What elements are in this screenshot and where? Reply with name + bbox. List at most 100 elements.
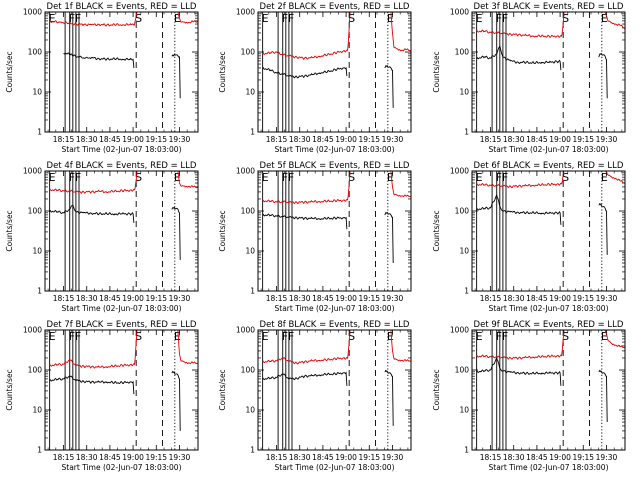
series-group — [49, 330, 198, 431]
interval-marker-label: F — [69, 330, 75, 343]
x-tick-label: 18:15 — [53, 453, 75, 462]
interval-marker-label: F — [69, 12, 75, 25]
x-tick-label: 18:30 — [503, 135, 525, 144]
plot-frame — [44, 170, 199, 292]
interval-marker-label: E — [174, 171, 181, 184]
x-tick-label: 19:30 — [169, 135, 191, 144]
x-tick-label: 18:15 — [53, 294, 75, 303]
x-tick-label: 19:15 — [358, 135, 380, 144]
y-axis-label: Counts/sec — [218, 210, 227, 251]
events-series-line — [384, 64, 394, 108]
plot-frame — [471, 329, 626, 451]
x-tick-label: 18:30 — [76, 294, 98, 303]
y-tick-label: 10 — [32, 247, 42, 256]
x-tick-label: 19:15 — [358, 294, 380, 303]
plot-frame — [471, 11, 626, 133]
x-tick-label: 19:30 — [382, 294, 404, 303]
y-tick-label: 1 — [37, 128, 42, 137]
x-tick-label: 19:00 — [549, 135, 571, 144]
y-tick-label: 1 — [250, 287, 255, 296]
lld-series-line — [476, 12, 565, 38]
detector-panel-2: Det 2f BLACK = Events, RED = LLD Counts/s… — [218, 2, 412, 154]
y-tick-label: 100 — [241, 366, 256, 375]
lld-series-line — [177, 171, 198, 189]
plot-frame — [257, 170, 412, 292]
x-tick-label: 18:15 — [480, 453, 502, 462]
detector-panel-9: Det 9f BLACK = Events, RED = LLD Counts/s… — [432, 320, 626, 472]
x-tick-label: 18:15 — [480, 294, 502, 303]
interval-marker-label: E — [262, 330, 269, 343]
interval-marker-label: S — [562, 12, 569, 25]
interval-marker-label: E — [387, 330, 394, 343]
x-tick-label: 19:15 — [145, 453, 167, 462]
interval-marker-label: E — [387, 12, 394, 25]
x-tick-label: 19:00 — [335, 135, 357, 144]
interval-marker-label: F — [502, 171, 508, 184]
interval-marker-label: E — [49, 12, 56, 25]
interval-marker-label: E — [601, 171, 608, 184]
y-tick-label: 10 — [245, 88, 255, 97]
interval-marker-label: E — [476, 12, 483, 25]
interval-marker-label: E — [262, 12, 269, 25]
events-series-line — [476, 356, 562, 386]
lld-series-line — [262, 12, 351, 61]
panel-title: Det 7f BLACK = Events, RED = LLD — [47, 320, 197, 330]
events-series-line — [49, 204, 135, 224]
interval-marker-label: S — [348, 12, 355, 25]
x-tick-label: 19:00 — [122, 453, 144, 462]
x-tick-label: 18:15 — [53, 135, 75, 144]
lld-series-line — [177, 330, 198, 365]
y-tick-label: 100 — [241, 48, 256, 57]
x-tick-label: 19:15 — [145, 294, 167, 303]
x-tick-label: 18:30 — [76, 135, 98, 144]
y-tick-label: 1000 — [23, 8, 42, 17]
y-tick-label: 1 — [464, 128, 469, 137]
x-tick-label: 18:15 — [266, 453, 288, 462]
x-tick-label: 18:45 — [99, 135, 121, 144]
interval-marker-label: E — [601, 12, 608, 25]
interval-marker-label: F — [288, 12, 294, 25]
panel-title: Det 6f BLACK = Events, RED = LLD — [474, 161, 624, 171]
events-series-line — [384, 211, 394, 264]
y-tick-label: 100 — [455, 48, 470, 57]
x-tick-label: 18:30 — [289, 294, 311, 303]
events-series-line — [262, 371, 348, 386]
events-series-line — [476, 193, 562, 225]
x-tick-label: 19:30 — [596, 453, 618, 462]
plot-frame — [471, 170, 626, 292]
events-series-line — [598, 202, 608, 255]
x-tick-label: 19:15 — [572, 453, 594, 462]
x-tick-label: 19:15 — [572, 294, 594, 303]
x-axis-label: Start Time (02-Jun-07 18:03:00) — [62, 463, 182, 472]
lld-series-line — [604, 12, 625, 30]
x-axis-label: Start Time (02-Jun-07 18:03:00) — [62, 145, 182, 154]
y-axis-label: Counts/sec — [432, 210, 441, 251]
x-tick-label: 19:30 — [596, 294, 618, 303]
y-tick-label: 10 — [459, 247, 469, 256]
detector-panel-1: Det 1f BLACK = Events, RED = LLD Counts/s… — [5, 2, 199, 154]
x-tick-label: 19:30 — [382, 135, 404, 144]
y-tick-label: 100 — [28, 48, 43, 57]
y-tick-label: 10 — [245, 406, 255, 415]
x-tick-label: 19:15 — [358, 453, 380, 462]
x-tick-label: 19:30 — [169, 453, 191, 462]
x-tick-label: 18:45 — [312, 135, 334, 144]
interval-marker-label: E — [387, 171, 394, 184]
series-group — [476, 12, 625, 99]
lld-series-line — [476, 171, 565, 189]
series-group — [262, 12, 411, 108]
interval-marker-label: F — [69, 171, 75, 184]
events-series-line — [171, 53, 181, 99]
detector-panel-6: Det 6f BLACK = Events, RED = LLD Counts/s… — [432, 161, 626, 313]
x-tick-label: 18:45 — [312, 294, 334, 303]
events-series-line — [262, 213, 348, 230]
lld-series-line — [49, 12, 138, 27]
panel-title: Det 1f BLACK = Events, RED = LLD — [47, 2, 197, 12]
panel-title: Det 5f BLACK = Events, RED = LLD — [260, 161, 410, 171]
interval-marker-label: S — [348, 330, 355, 343]
detector-panel-8: Det 8f BLACK = Events, RED = LLD Counts/s… — [218, 320, 412, 472]
interval-marker-label: F — [75, 330, 81, 343]
plot-frame — [44, 11, 199, 133]
x-tick-label: 19:15 — [145, 135, 167, 144]
x-axis-label: Start Time (02-Jun-07 18:03:00) — [489, 145, 609, 154]
